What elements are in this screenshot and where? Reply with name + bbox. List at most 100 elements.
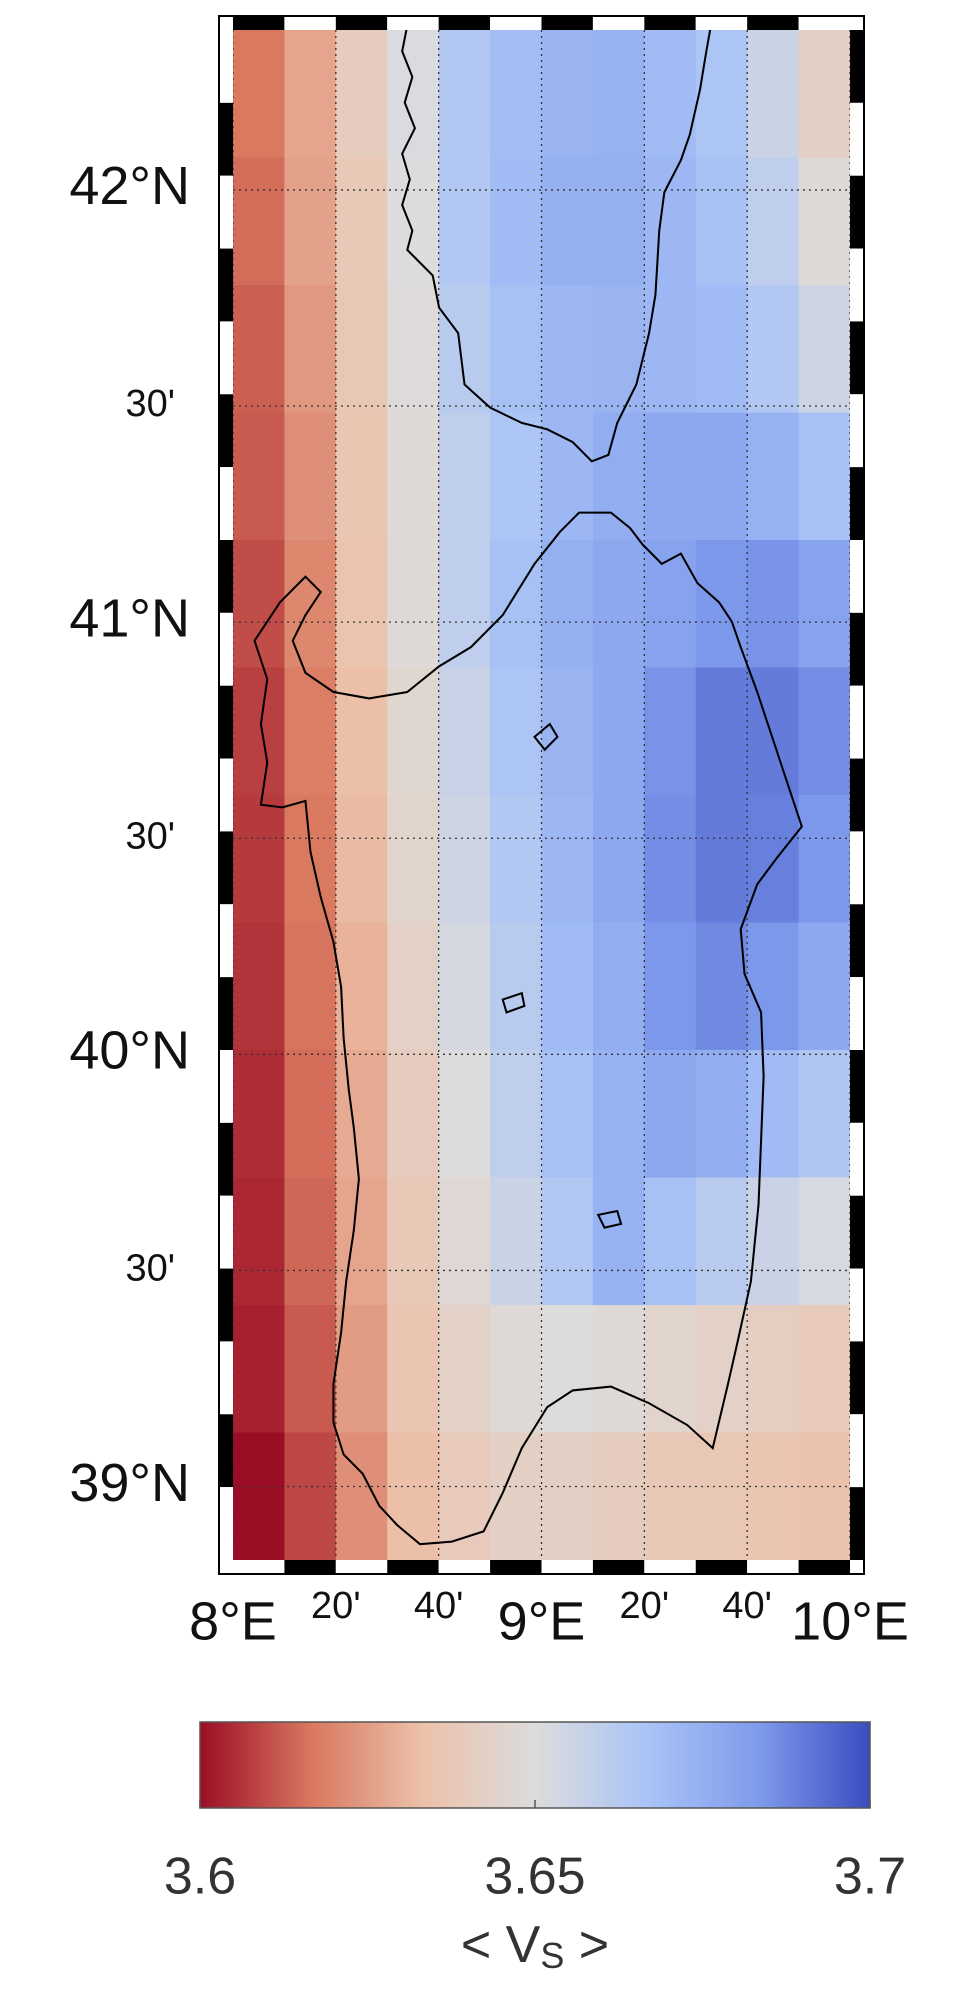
frame-segment: [219, 540, 233, 613]
heat-cell: [644, 157, 697, 286]
frame-segment: [219, 831, 233, 905]
x-tick-label: 40': [414, 1585, 464, 1627]
heat-cell: [798, 30, 851, 159]
frame-border: [218, 15, 865, 1575]
heat-cell: [644, 1305, 697, 1434]
colorbar-bar: [199, 1721, 871, 1809]
frame-segment: [335, 1560, 388, 1574]
heat-cell: [490, 1305, 543, 1434]
heat-cell: [747, 157, 800, 286]
frame-segment: [850, 1050, 864, 1123]
y-tick-label: 30': [125, 383, 175, 425]
heat-cell: [798, 667, 851, 796]
heat-cell: [233, 922, 286, 1051]
x-tick-label: 40': [722, 1585, 772, 1627]
frame-segment: [219, 1268, 233, 1342]
heat-grid: [233, 30, 851, 1561]
heat-cell: [490, 667, 543, 796]
frame-segment: [219, 102, 233, 176]
frame-segment: [219, 394, 233, 468]
frame-segment: [798, 1560, 850, 1574]
frame-segment: [850, 394, 864, 468]
frame-segment: [284, 16, 336, 30]
heat-cell: [233, 667, 286, 796]
frame-segment: [850, 1414, 864, 1488]
heat-cell: [284, 412, 337, 541]
heat-cell: [438, 1050, 491, 1179]
heat-cell: [798, 795, 851, 924]
frame-segment: [850, 1195, 864, 1269]
y-tick-label: 30': [125, 815, 175, 857]
heat-cell: [592, 157, 645, 286]
heat-cell: [695, 30, 748, 159]
heat-cell: [284, 667, 337, 796]
heat-cell: [747, 1305, 800, 1434]
heat-cell: [695, 1432, 748, 1561]
heat-cell: [233, 412, 286, 541]
colorbar-tick-label: 3.65: [484, 1848, 585, 1906]
heat-cell: [490, 1432, 543, 1561]
heat-cell: [541, 540, 594, 669]
frame-segment: [850, 175, 864, 249]
heat-cell: [592, 667, 645, 796]
heat-cell: [490, 1177, 543, 1306]
heat-cell: [387, 1177, 440, 1306]
heat-cell: [284, 285, 337, 414]
frame-segment: [219, 175, 233, 249]
frame-segment: [592, 1560, 645, 1574]
heat-cell: [233, 1305, 286, 1434]
frame-segment: [284, 1560, 336, 1574]
heat-cell: [747, 922, 800, 1051]
heat-cell: [644, 540, 697, 669]
map-frame: [218, 15, 865, 1575]
heat-cell: [335, 285, 388, 414]
heat-cell: [233, 1177, 286, 1306]
frame-segment: [850, 321, 864, 395]
y-tick-label: 41°N: [69, 588, 190, 648]
heat-cell: [592, 1177, 645, 1306]
frame-segment: [387, 1560, 439, 1574]
graticule: [232, 30, 851, 1560]
x-tick-label: 20': [311, 1585, 361, 1627]
colorbar-label-prefix: < V: [461, 1916, 541, 1974]
heat-cell: [644, 1050, 697, 1179]
heat-cell: [798, 1050, 851, 1179]
heat-cell: [695, 922, 748, 1051]
heat-cell: [592, 795, 645, 924]
heat-cell: [644, 922, 697, 1051]
heat-cell: [490, 540, 543, 669]
heat-cell: [233, 157, 286, 286]
frame-segment: [850, 977, 864, 1050]
heat-cell: [438, 1305, 491, 1434]
heat-cell: [798, 412, 851, 541]
heat-cell: [438, 30, 491, 159]
heat-cell: [387, 1305, 440, 1434]
heat-cell: [387, 157, 440, 286]
frame-segment: [747, 1560, 799, 1574]
heat-cell: [644, 667, 697, 796]
heat-cell: [284, 795, 337, 924]
heat-cell: [335, 1305, 388, 1434]
heat-cell: [798, 1432, 851, 1561]
heat-cell: [644, 412, 697, 541]
y-tick-label: 30': [125, 1247, 175, 1289]
heat-cell: [541, 30, 594, 159]
x-tick-label: 8°E: [189, 1591, 277, 1651]
heat-cell: [798, 1305, 851, 1434]
frame-segment: [592, 16, 645, 30]
frame-segment: [387, 16, 439, 30]
heat-cell: [490, 285, 543, 414]
heat-cell: [592, 1050, 645, 1179]
frame-segment: [219, 685, 233, 759]
heat-cell: [335, 30, 388, 159]
colorbar-label-sub: S: [540, 1935, 564, 1976]
frame-segment: [850, 1268, 864, 1342]
heat-cell: [284, 922, 337, 1051]
heat-cell: [695, 795, 748, 924]
heat-cell: [284, 1305, 337, 1434]
frame-segment: [850, 1487, 864, 1560]
heat-cell: [438, 285, 491, 414]
heat-cell: [335, 1177, 388, 1306]
heat-cell: [592, 540, 645, 669]
heat-cell: [695, 285, 748, 414]
